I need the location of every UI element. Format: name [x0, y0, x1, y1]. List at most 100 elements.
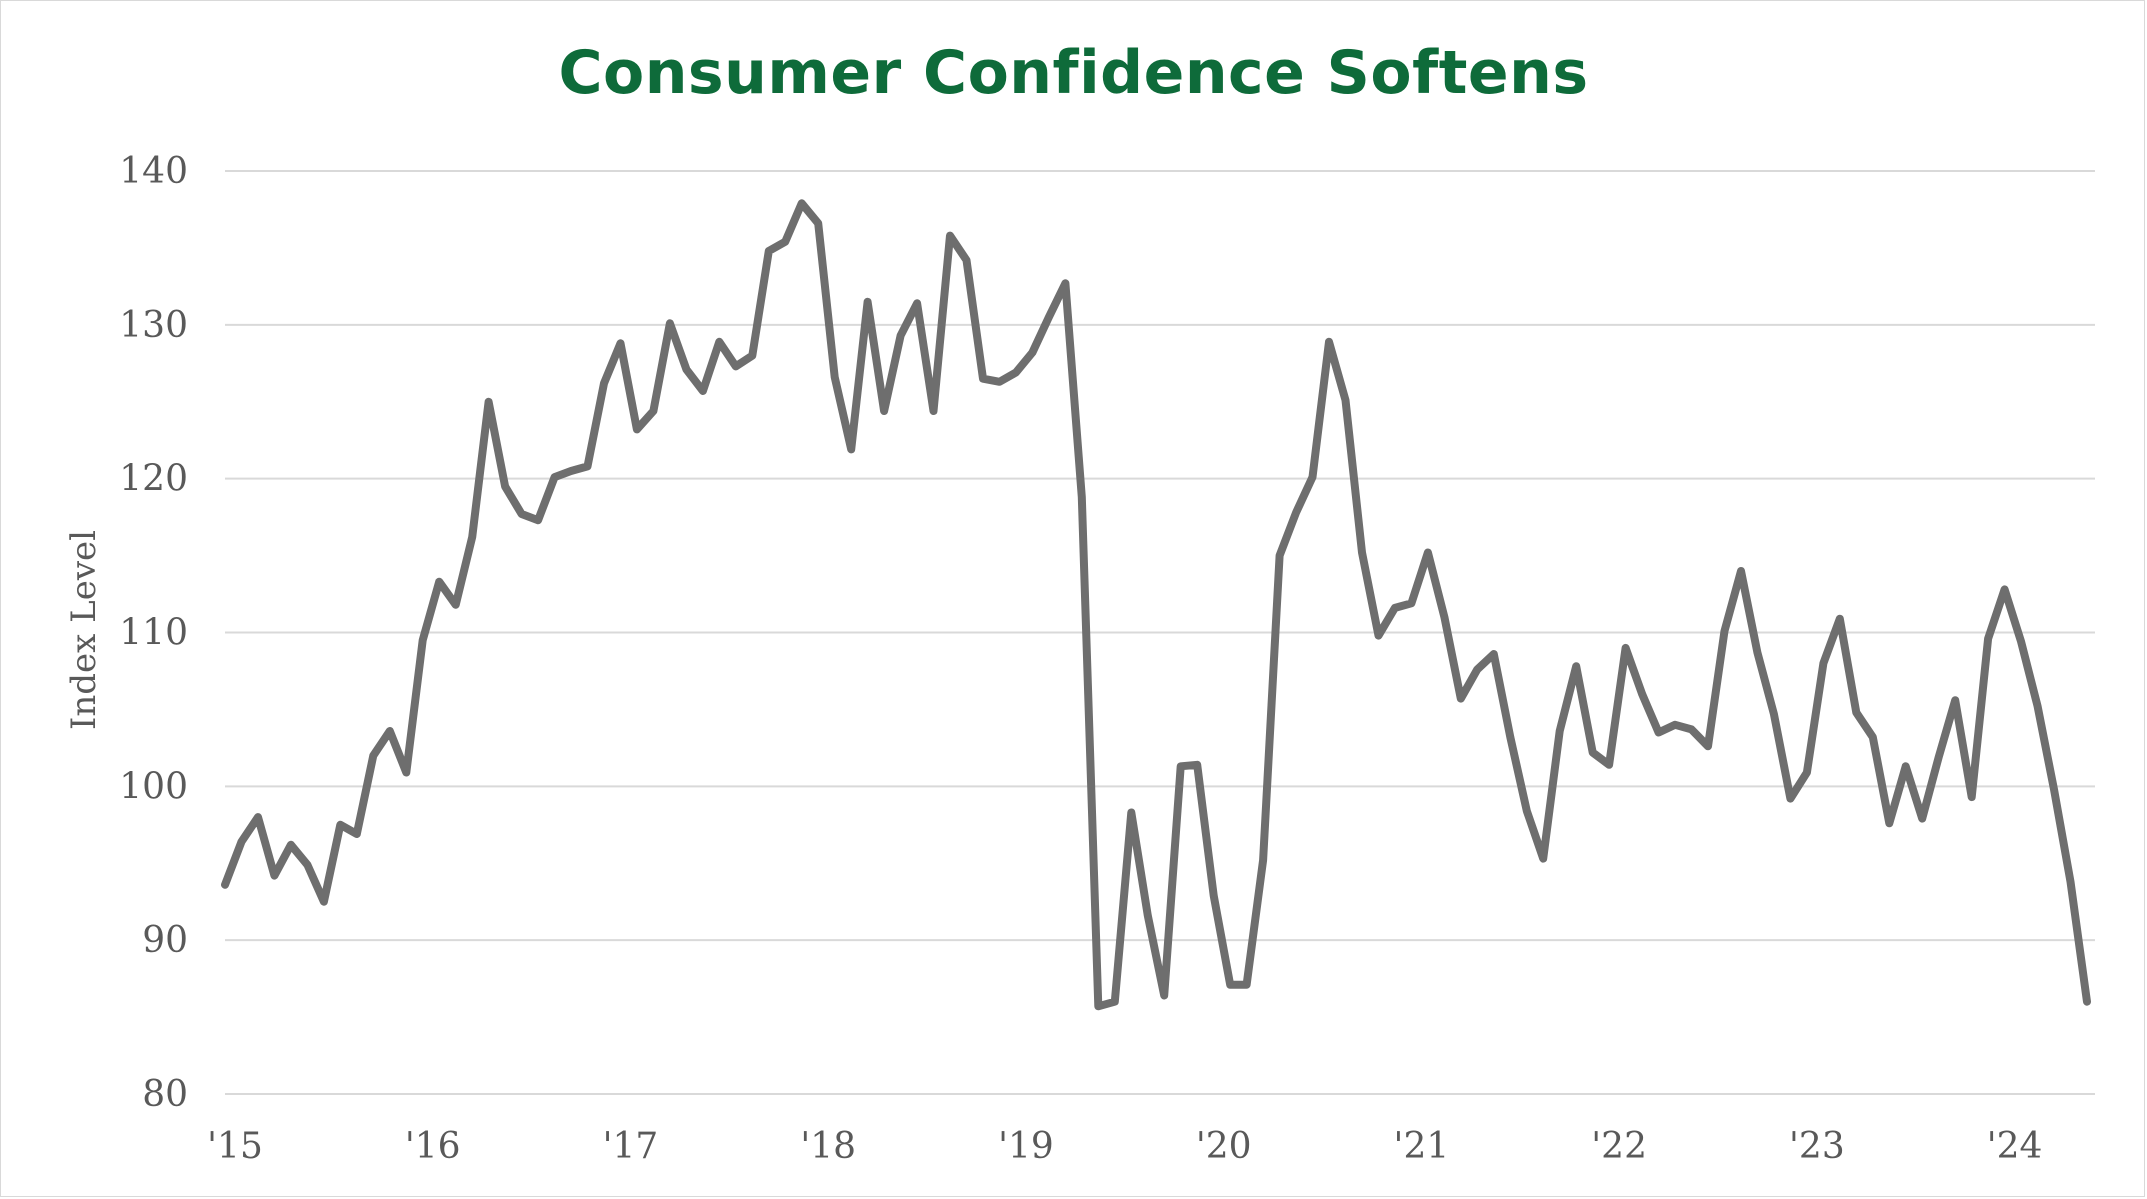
data-point	[222, 882, 228, 888]
data-point	[2068, 879, 2074, 885]
data-point	[1376, 633, 1382, 639]
x-tick-label: '19	[998, 1126, 1054, 1167]
data-point	[552, 474, 558, 480]
data-point	[931, 408, 937, 414]
data-point	[881, 408, 887, 414]
chart-title: Consumer Confidence Softens	[558, 38, 1589, 108]
data-point	[1178, 763, 1184, 769]
data-point	[1952, 697, 1958, 703]
x-tick-label: '24	[1987, 1126, 2043, 1167]
data-point	[2018, 639, 2024, 645]
data-point	[1013, 370, 1019, 376]
y-tick-label: 120	[119, 459, 188, 500]
data-point	[1293, 510, 1299, 516]
data-point	[502, 483, 508, 489]
data-point	[1310, 474, 1316, 480]
data-point	[1590, 750, 1596, 756]
data-point	[980, 376, 986, 382]
data-point	[749, 353, 755, 359]
data-point	[1458, 696, 1464, 702]
data-point	[1128, 810, 1134, 816]
x-tick-label: '16	[405, 1126, 461, 1167]
data-point	[1095, 1003, 1101, 1009]
data-point	[1689, 726, 1695, 732]
data-point	[1161, 993, 1167, 999]
data-point	[1804, 770, 1810, 776]
y-tick-labels: 80 90 100 110 120 130 140	[119, 151, 188, 1115]
data-point	[1985, 636, 1991, 642]
data-point	[601, 380, 607, 386]
data-point	[469, 534, 475, 540]
data-point	[1029, 350, 1035, 356]
data-point	[1820, 660, 1826, 666]
data-point	[255, 814, 261, 820]
data-point	[1722, 628, 1728, 634]
data-point	[683, 366, 689, 372]
data-point	[1359, 550, 1365, 556]
data-point	[1062, 280, 1068, 286]
data-point	[337, 822, 343, 828]
data-point	[716, 339, 722, 345]
data-point	[865, 299, 871, 305]
x-tick-label: '21	[1394, 1126, 1450, 1167]
data-point	[997, 379, 1003, 385]
data-point	[1837, 616, 1843, 622]
data-point	[436, 579, 442, 585]
data-point	[1886, 820, 1892, 826]
data-point	[403, 770, 409, 776]
data-point	[1573, 663, 1579, 669]
data-point	[650, 408, 656, 414]
data-point	[387, 728, 393, 734]
x-tick-label: '18	[800, 1126, 856, 1167]
data-point	[1046, 314, 1052, 320]
data-point	[1919, 816, 1925, 822]
data-point	[1771, 711, 1777, 717]
data-point	[1408, 600, 1414, 606]
data-point	[1936, 754, 1942, 760]
data-point	[1557, 728, 1563, 734]
data-point	[667, 320, 673, 326]
data-point	[1112, 999, 1118, 1005]
y-axis-title: Index Level	[64, 530, 104, 730]
data-point	[1870, 734, 1876, 740]
y-tick-label: 100	[119, 766, 188, 807]
data-point	[1145, 913, 1151, 919]
data-point	[832, 374, 838, 380]
data-point	[1343, 397, 1349, 403]
data-point	[321, 899, 327, 905]
data-point	[288, 842, 294, 848]
data-point	[1194, 762, 1200, 768]
data-point	[1853, 710, 1859, 716]
data-point	[519, 511, 525, 517]
data-point	[2002, 586, 2008, 592]
y-tick-label: 130	[119, 305, 188, 346]
data-point	[1392, 605, 1398, 611]
data-point	[1227, 982, 1233, 988]
y-tick-label: 80	[142, 1074, 188, 1115]
data-point	[964, 257, 970, 263]
data-point	[2051, 786, 2057, 792]
data-point	[1326, 339, 1332, 345]
data-point	[1425, 550, 1431, 556]
data-point	[2035, 703, 2041, 709]
data-point	[1787, 796, 1793, 802]
series-line	[221, 199, 2091, 1011]
data-point	[304, 862, 310, 868]
data-point	[1969, 794, 1975, 800]
grid-lines	[225, 170, 2095, 1095]
data-point	[1260, 857, 1266, 863]
data-point	[1079, 494, 1085, 500]
data-point	[848, 446, 854, 452]
data-point	[1540, 856, 1546, 862]
data-point	[1211, 893, 1217, 899]
data-point	[354, 831, 360, 837]
data-point	[271, 873, 277, 879]
data-point	[1491, 651, 1497, 657]
data-point	[700, 388, 706, 394]
x-tick-label: '23	[1789, 1126, 1845, 1167]
data-point	[618, 340, 624, 346]
data-point	[568, 468, 574, 474]
data-point	[2084, 999, 2090, 1005]
data-point	[782, 239, 788, 245]
